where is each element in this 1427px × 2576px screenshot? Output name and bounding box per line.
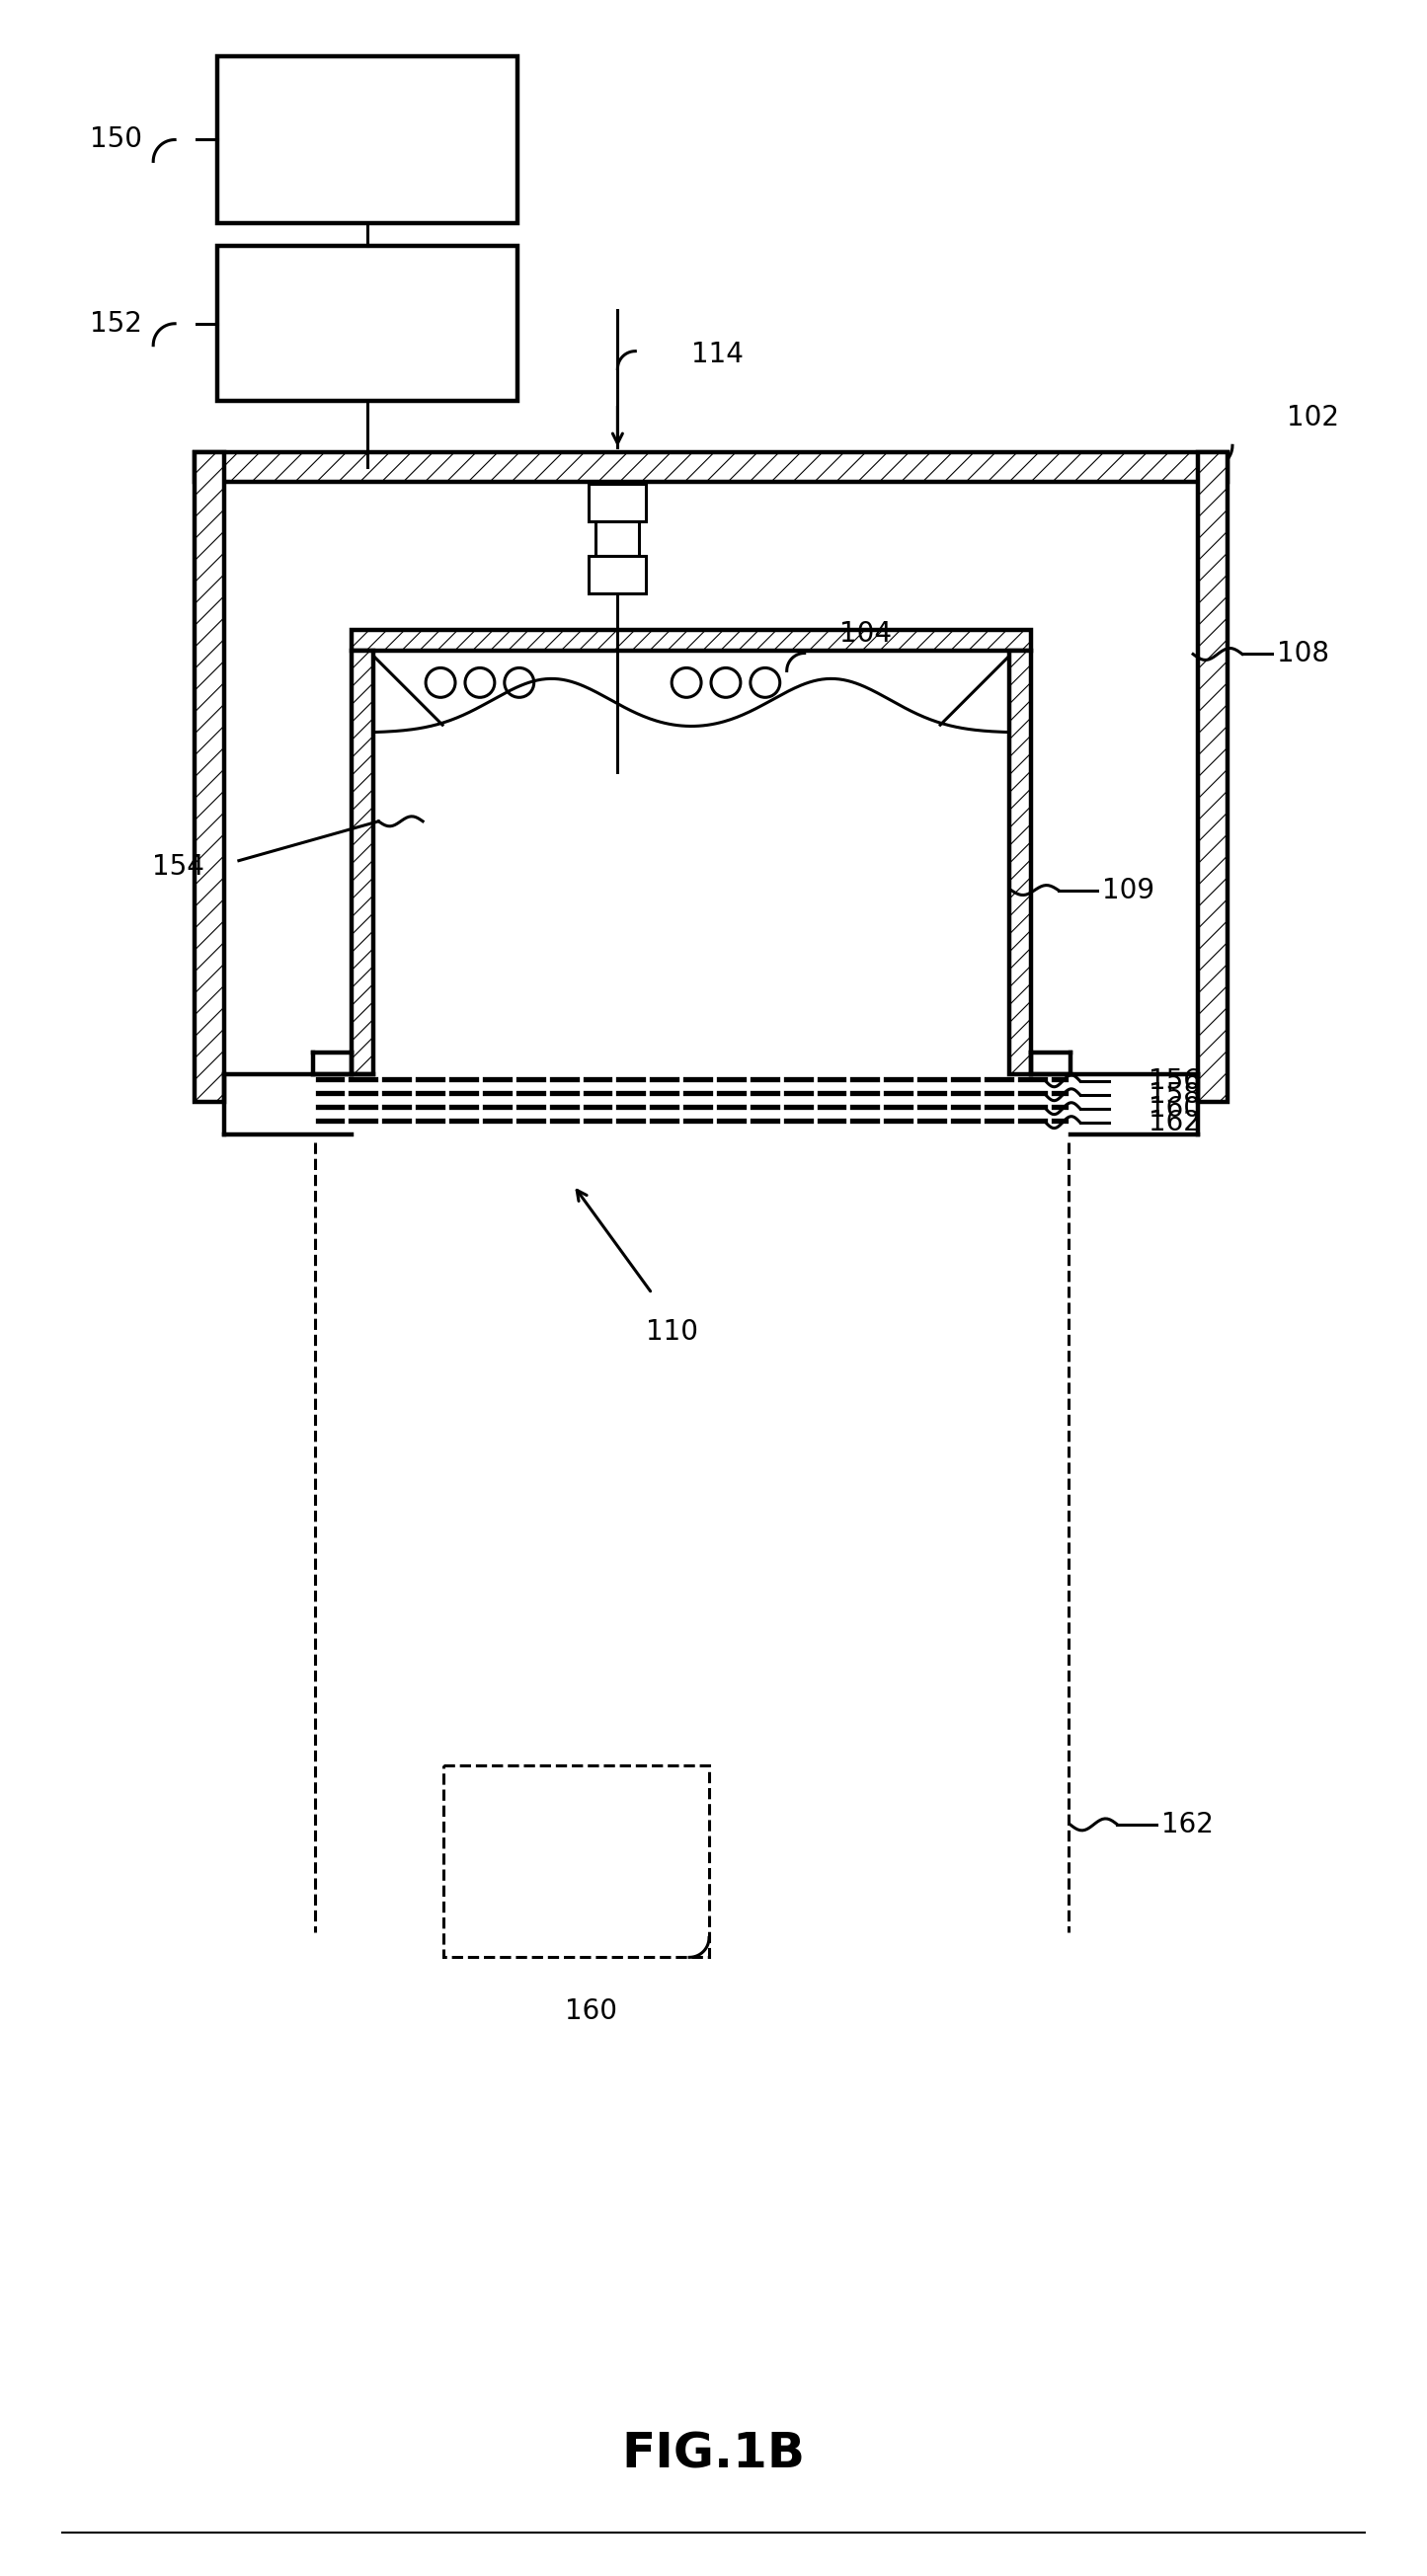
Bar <box>589 484 646 520</box>
Text: 108: 108 <box>1277 641 1329 667</box>
Bar <box>217 245 517 402</box>
Bar <box>589 556 646 592</box>
Text: 160: 160 <box>1149 1095 1202 1123</box>
Bar <box>194 453 224 1103</box>
Bar <box>217 57 517 224</box>
Text: 110: 110 <box>645 1319 698 1345</box>
Text: 156: 156 <box>1149 1066 1202 1095</box>
Text: 154: 154 <box>153 853 204 881</box>
Bar <box>352 629 1030 652</box>
Bar <box>352 652 374 1074</box>
Text: 102: 102 <box>1287 404 1339 433</box>
Bar <box>194 453 1227 482</box>
Text: NETWORK: NETWORK <box>290 332 445 361</box>
Text: 150: 150 <box>90 126 143 155</box>
Bar <box>1009 652 1030 1074</box>
Text: 152: 152 <box>90 309 143 337</box>
Text: FIG.1B: FIG.1B <box>621 2429 805 2478</box>
Bar <box>596 520 639 556</box>
Text: 162: 162 <box>1162 1811 1214 1839</box>
Bar <box>444 1765 709 1958</box>
Bar <box>1199 453 1227 1103</box>
Text: RF POWER: RF POWER <box>285 100 448 129</box>
Text: MATCHING: MATCHING <box>285 286 450 314</box>
Text: 104: 104 <box>839 621 892 647</box>
Text: 158: 158 <box>1149 1082 1202 1108</box>
Text: 109: 109 <box>1103 876 1154 904</box>
Text: 160: 160 <box>565 1996 618 2025</box>
Text: 162: 162 <box>1149 1108 1202 1136</box>
Text: SUPPLY: SUPPLY <box>310 152 425 178</box>
Text: 114: 114 <box>691 340 743 368</box>
